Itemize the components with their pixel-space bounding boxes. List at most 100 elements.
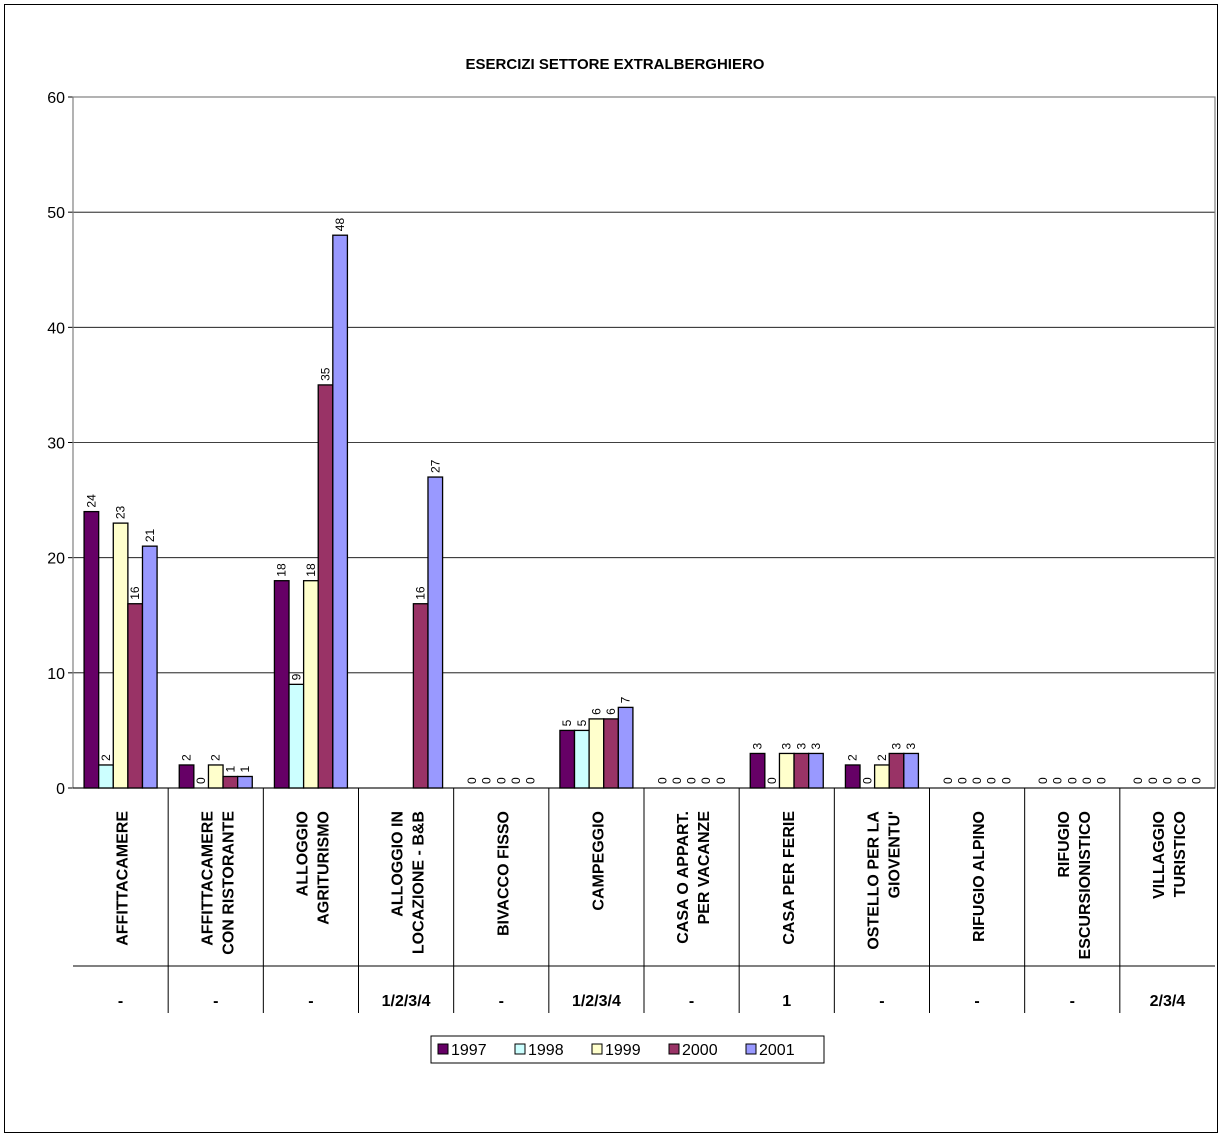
data-label: 0 [1175,777,1189,784]
chart-title: ESERCIZI SETTORE EXTRALBERGHIERO [466,56,765,73]
legend-label: 1999 [605,1042,641,1059]
category-code: - [499,993,504,1010]
chart-frame: ESERCIZI SETTORE EXTRALBERGHIERO 0 10 20 30… [4,4,1218,1133]
data-label: 0 [655,777,669,784]
data-label: 3 [904,742,918,749]
data-label: 0 [494,777,508,784]
data-label: 0 [765,777,779,784]
y-tick-label: 60 [47,90,65,107]
data-label: 9 [289,673,303,680]
category-label: RIFUGIO ALPINO [971,811,988,942]
category-label: ALLOGGIO [294,811,311,896]
y-tick-label: 30 [47,436,65,453]
legend-label: 2001 [759,1042,795,1059]
bar [559,729,576,789]
data-label: 0 [1036,777,1050,784]
bar [793,752,810,789]
data-label: 0 [523,777,537,784]
bar [603,718,619,789]
bar [317,384,334,789]
data-label: 27 [428,459,442,473]
bar [888,752,905,789]
bar [236,775,253,789]
legend-box [430,1035,825,1064]
data-label: 5 [560,719,574,726]
data-label: 0 [714,777,728,784]
data-label: 0 [509,777,523,784]
data-label: 2 [180,754,194,761]
plot-area: 0102030405060242231621AFFITTACAMERE-2021… [47,90,1216,1013]
bar [127,603,144,789]
y-tick-label: 20 [47,551,65,568]
data-label: 3 [751,742,765,749]
bar [412,603,429,789]
data-label: 3 [780,742,794,749]
bar [749,752,766,789]
bar [83,510,100,789]
category-label: RIFUGIO [1056,811,1073,878]
category-label: CASA PER FERIE [781,811,798,945]
category-label: AFFITTACAMERE [199,811,216,946]
legend-label: 2000 [682,1042,718,1059]
category-label: GIOVENTU' [886,811,903,898]
data-label: 2 [99,754,113,761]
category-code: 2/3/4 [1150,993,1186,1010]
bar [98,764,114,789]
category-label: AGRITURISMO [315,811,332,925]
data-label: 2 [875,754,889,761]
data-label: 5 [575,719,589,726]
legend-swatch [591,1043,603,1055]
bar [778,752,795,789]
data-label: 48 [333,218,347,232]
bar [207,764,224,789]
bar [288,683,305,789]
data-label: 0 [685,777,699,784]
bar [617,706,634,789]
bar [112,522,129,789]
legend-swatch [514,1043,526,1055]
data-label: 0 [1080,777,1094,784]
bar [844,764,861,789]
bar [273,580,290,789]
bar [302,580,319,789]
category-code: 1 [782,993,791,1010]
bar [873,764,890,789]
category-code: 1/2/3/4 [572,993,621,1010]
category-code: - [689,993,694,1010]
legend-swatch [437,1043,449,1055]
category-code: - [1070,993,1075,1010]
bar [573,729,590,789]
category-label: PER VACANZE [696,811,713,925]
category-code: 1/2/3/4 [382,993,431,1010]
data-label: 3 [890,742,904,749]
data-label: 7 [619,696,633,703]
bar [903,752,920,789]
data-label: 0 [1190,777,1204,784]
data-label: 0 [1146,777,1160,784]
data-label: 2 [209,754,223,761]
data-label: 35 [319,367,333,381]
data-label: 18 [304,563,318,577]
category-code: - [213,993,218,1010]
bar [808,752,824,789]
y-tick-label: 50 [47,205,65,222]
bar [332,234,349,789]
bar-chart: ESERCIZI SETTORE EXTRALBERGHIERO 0102030… [47,56,1216,1064]
category-label: TURISTICO [1172,811,1189,897]
bar [178,764,195,789]
data-label: 0 [970,777,984,784]
data-label: 0 [1131,777,1145,784]
data-label: 18 [275,563,289,577]
y-tick-label: 0 [56,781,65,798]
bar [427,476,444,789]
data-label: 21 [143,528,157,542]
category-label: ESCURSIONISTICO [1077,811,1094,959]
data-label: 0 [1160,777,1174,784]
category-label: CAMPEGGIO [590,811,607,911]
data-label: 0 [699,777,713,784]
legend-swatch [745,1043,757,1055]
legend-label: 1998 [528,1042,564,1059]
data-label: 6 [589,708,603,715]
data-label: 0 [1051,777,1065,784]
category-label: BIVACCO FISSO [495,811,512,936]
